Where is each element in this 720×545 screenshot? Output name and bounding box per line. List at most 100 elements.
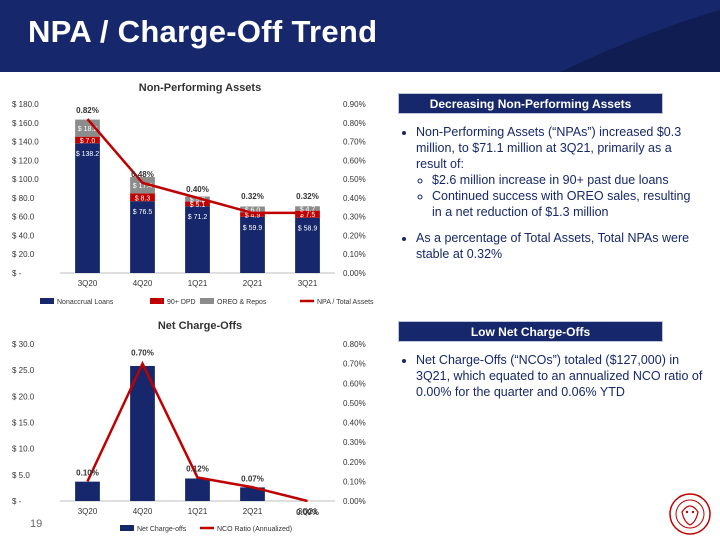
nco-x-tick-label: 3Q20 (78, 507, 98, 516)
npa-x-tick-label: 2Q21 (243, 279, 263, 288)
npa-legend-label: OREO & Repos (217, 299, 267, 306)
npa-legend-swatch (200, 298, 214, 304)
npa-line-label: 0.40% (186, 185, 209, 194)
title-accent-curve (560, 10, 720, 72)
nco-y-tick-label: $ 25.0 (12, 366, 35, 375)
nco-bar (130, 365, 155, 501)
npa-y-tick-label: $ 180.0 (12, 100, 39, 109)
npa-y-tick-label: $ 160.0 (12, 119, 39, 128)
npa-y2-tick-label: 0.30% (343, 213, 366, 222)
npa-bar-label: $ 7.0 (80, 138, 96, 145)
npa-y2-tick-label: 0.40% (343, 194, 366, 203)
nco-x-tick-label: 3Q21 (298, 507, 318, 516)
nco-y2-tick-label: 0.00% (343, 497, 366, 506)
nco-y-tick-label: $ 15.0 (12, 419, 35, 428)
nco-y2-tick-label: 0.20% (343, 458, 366, 467)
npa-bar (130, 201, 155, 273)
npa-bar-label: $ 138.2 (76, 151, 99, 158)
npa-legend-label: NPA / Total Assets (317, 299, 374, 306)
npa-legend-label: 90+ DPD (167, 299, 196, 306)
nco-y-tick-label: $ 5.0 (12, 471, 30, 480)
nco-y2-tick-label: 0.10% (343, 477, 366, 486)
nco-panel-header: Low Net Charge-Offs (398, 321, 663, 342)
npa-line-label: 0.48% (131, 170, 154, 179)
nco-y2-tick-label: 0.80% (343, 340, 366, 349)
nco-line-label: 0.10% (76, 468, 99, 477)
npa-legend-swatch (40, 298, 54, 304)
nco-y2-tick-label: 0.40% (343, 419, 366, 428)
page-number: 19 (30, 518, 43, 530)
npa-bar (295, 217, 320, 273)
npa-bar-label: $ 76.5 (133, 209, 153, 216)
nco-line-label: 0.70% (131, 349, 154, 358)
npa-bar-label: $ 5.2 (190, 197, 206, 204)
npa-y2-tick-label: 0.50% (343, 175, 366, 184)
npa-bar-label: $ 8.3 (135, 195, 151, 202)
npa-panel-header: Decreasing Non-Performing Assets (398, 93, 663, 114)
nco-line-series (86, 360, 308, 503)
npa-bar (185, 206, 210, 273)
slide-title: NPA / Charge-Off Trend (28, 14, 378, 49)
npa-bar (130, 177, 155, 194)
npa-sub-bullet-2: Continued success with OREO sales, resul… (432, 188, 703, 220)
npa-bullet-1-text: Non-Performing Assets (“NPAs”) increased… (416, 125, 682, 171)
npa-bar (185, 201, 210, 207)
npa-y-tick-label: $ 80.0 (12, 194, 35, 203)
npa-bar (75, 136, 100, 144)
npa-legend-swatch (150, 298, 164, 304)
nco-bar (75, 481, 100, 501)
npa-line-label: 0.32% (296, 192, 319, 201)
nco-chart-title: Net Charge-Offs (157, 320, 243, 332)
npa-x-tick-label: 3Q20 (78, 279, 98, 288)
title-bar: NPA / Charge-Off Trend (0, 0, 720, 72)
nco-y2-tick-label: 0.50% (343, 399, 366, 408)
npa-line-series (86, 118, 308, 215)
npa-bar-label: $ 58.9 (298, 226, 318, 233)
npa-y-tick-label: $ 20.0 (12, 250, 35, 259)
nco-line-label: 0.00% (296, 508, 319, 517)
npa-bar (75, 143, 100, 273)
npa-bar-label: $ 4.7 (300, 206, 316, 213)
nco-legend-swatch (120, 525, 134, 531)
npa-bar (130, 193, 155, 202)
nco-bar (240, 487, 265, 501)
npa-legend-label: Nonaccrual Loans (57, 299, 114, 306)
nco-x-tick-label: 1Q21 (188, 507, 208, 516)
npa-bar-label: $ 59.9 (243, 225, 263, 232)
npa-bar (75, 119, 100, 137)
npa-y-tick-label: $ 60.0 (12, 213, 35, 222)
npa-y2-tick-label: 0.10% (343, 250, 366, 259)
npa-y2-tick-label: 0.00% (343, 269, 366, 278)
nco-y-tick-label: $ 20.0 (12, 392, 35, 401)
lion-logo-icon (669, 493, 711, 535)
nco-y-tick-label: $ 10.0 (12, 445, 35, 454)
npa-bullets: Non-Performing Assets (“NPAs”) increased… (398, 124, 703, 262)
nco-x-tick-label: 4Q20 (133, 507, 153, 516)
npa-x-tick-label: 3Q21 (298, 279, 318, 288)
nco-y2-tick-label: 0.70% (343, 360, 366, 369)
npa-y-tick-label: $ - (12, 269, 22, 278)
nco-legend-label: Net Charge-offs (137, 526, 187, 533)
npa-y2-tick-label: 0.20% (343, 231, 366, 240)
nco-y-tick-label: $ 30.0 (12, 340, 35, 349)
npa-bullet-1: Non-Performing Assets (“NPAs”) increased… (416, 124, 703, 220)
nco-y2-tick-label: 0.30% (343, 438, 366, 447)
npa-bar-label: $ 7.5 (300, 212, 316, 219)
npa-y2-tick-label: 0.90% (343, 100, 366, 109)
npa-chart-title: Non-Performing Assets (138, 82, 262, 94)
npa-bar-label: $ 5.1 (190, 202, 206, 209)
npa-bar (295, 206, 320, 211)
nco-legend-label: NCO Ratio (Annualized) (217, 526, 292, 533)
npa-x-tick-label: 4Q20 (133, 279, 153, 288)
npa-x-tick-label: 1Q21 (188, 279, 208, 288)
npa-y2-tick-label: 0.60% (343, 156, 366, 165)
nco-y2-tick-label: 0.60% (343, 379, 366, 388)
npa-line-label: 0.82% (76, 106, 99, 115)
npa-y-tick-label: $ 120.0 (12, 156, 39, 165)
npa-bullet-2: As a percentage of Total Assets, Total N… (416, 230, 703, 262)
nco-chart: $ - $ 5.0 $ 10.0 $ 15.0 $ 20.0 $ 25.0 $ 30.0 0.… (12, 340, 366, 533)
nco-bar (185, 478, 210, 501)
npa-bar (240, 206, 265, 213)
npa-y-tick-label: $ 100.0 (12, 175, 39, 184)
npa-y2-tick-label: 0.80% (343, 119, 366, 128)
